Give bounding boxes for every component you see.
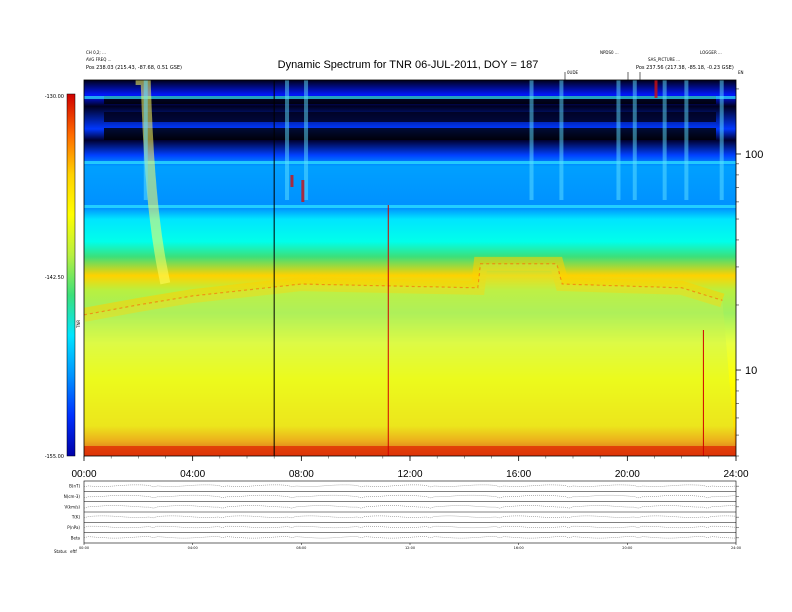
vertical-streak — [719, 80, 724, 200]
colorbar-unit-label: TNR — [76, 320, 81, 329]
vertical-streak — [285, 80, 290, 200]
subpanel-x-tick-label: 20:00 — [622, 546, 632, 550]
band-line — [84, 205, 736, 208]
vertical-streak — [304, 80, 309, 200]
header-left-line2: AVG FREQ ... — [86, 57, 111, 62]
header-left-line1: CH 0,2; ... — [86, 50, 106, 55]
colorbar-tick-bottom: -155.00 — [45, 454, 64, 460]
marker-label-2: EN — [738, 70, 744, 75]
x-tick-label: 24:00 — [723, 469, 748, 480]
header-right-line1a: NPDS0 ... — [600, 50, 619, 55]
x-tick-label: 16:00 — [506, 469, 531, 480]
subpanel-label: V(km/s) — [64, 504, 80, 509]
vertical-streak — [662, 80, 667, 200]
colorbar — [66, 93, 76, 457]
axes: 100 10 00:00 04:00 08:00 12:00 16:00 20:00 24:00 — [71, 72, 763, 480]
band-line — [84, 161, 736, 164]
header-left-line3: Pos 238.03 (215.43, -87.68, 0.51 GSE) — [86, 65, 182, 71]
subpanel-x-tick-label: 08:00 — [296, 546, 306, 550]
parameter-subpanels: B(nT) N(cm-3) V(km/s) T(K) P(nPa) Beta 00:00 04… — [54, 480, 741, 554]
subpanel-label: T(K) — [71, 515, 81, 520]
vertical-streak — [616, 80, 621, 200]
hot-spot — [654, 80, 658, 98]
vertical-streak — [684, 80, 689, 200]
subpanel-trace — [83, 495, 737, 499]
subpanel-label: B(nT) — [69, 484, 80, 489]
subpanel-trace — [83, 515, 737, 519]
status-label: Status — [54, 549, 67, 554]
y-tick-label: 10 — [745, 365, 757, 377]
x-tick-label: 12:00 — [397, 469, 422, 480]
status-value: eftf — [70, 549, 77, 554]
chart-title: Dynamic Spectrum for TNR 06-JUL-2011, DO… — [278, 59, 539, 71]
x-tick-label: 04:00 — [180, 469, 205, 480]
hot-spot — [290, 175, 294, 187]
subpanel-trace — [83, 484, 737, 488]
subpanel-x-tick-label: 16:00 — [514, 546, 524, 550]
vertical-streak — [143, 80, 148, 200]
vertical-streak — [632, 80, 637, 200]
subpanel-trace — [83, 526, 737, 528]
y-tick-label: 100 — [745, 149, 763, 161]
subpanel-trace — [83, 505, 737, 509]
vertical-streak — [529, 80, 534, 200]
header-right-line3: Pos 237.56 (217.38, -85.18, -0.23 GSE) — [636, 65, 734, 71]
plasma-line-core — [84, 263, 723, 316]
subpanel-x-tick-label: 24:00 — [731, 546, 741, 550]
x-tick-label: 00:00 — [71, 469, 96, 480]
colorbar-gradient — [66, 93, 76, 457]
x-tick-label: 08:00 — [289, 469, 314, 480]
x-tick-label: 20:00 — [615, 469, 640, 480]
lower-fill — [84, 263, 736, 456]
spectrogram-background — [84, 80, 736, 456]
subpanel-x-tick-label: 12:00 — [405, 546, 415, 550]
dark-band — [104, 96, 716, 104]
subpanel-x-tick-label: 00:00 — [79, 546, 89, 550]
subpanel-label: P(nPa) — [67, 525, 80, 530]
subpanel-trace — [83, 536, 737, 539]
colorbar-tick-top: -130.00 — [45, 94, 64, 100]
band-line — [84, 96, 736, 99]
low-frequency-band — [84, 446, 736, 456]
hot-spot — [301, 180, 305, 202]
spectrogram-plot — [84, 80, 736, 456]
header-right-line2: SAS_PICTURE ... — [648, 57, 680, 62]
header-right-line1b: LOGGER ... — [700, 50, 722, 55]
subpanel-x-tick-label: 04:00 — [188, 546, 198, 550]
dark-band — [104, 112, 716, 122]
subpanel-label: Beta — [71, 535, 81, 540]
marker-label-1: 0UDE — [567, 70, 579, 75]
colorbar-tick-mid: -142.50 — [45, 275, 64, 281]
subpanel-label: N(cm-3) — [64, 494, 81, 499]
dark-band — [104, 128, 716, 140]
vertical-streak — [559, 80, 564, 200]
